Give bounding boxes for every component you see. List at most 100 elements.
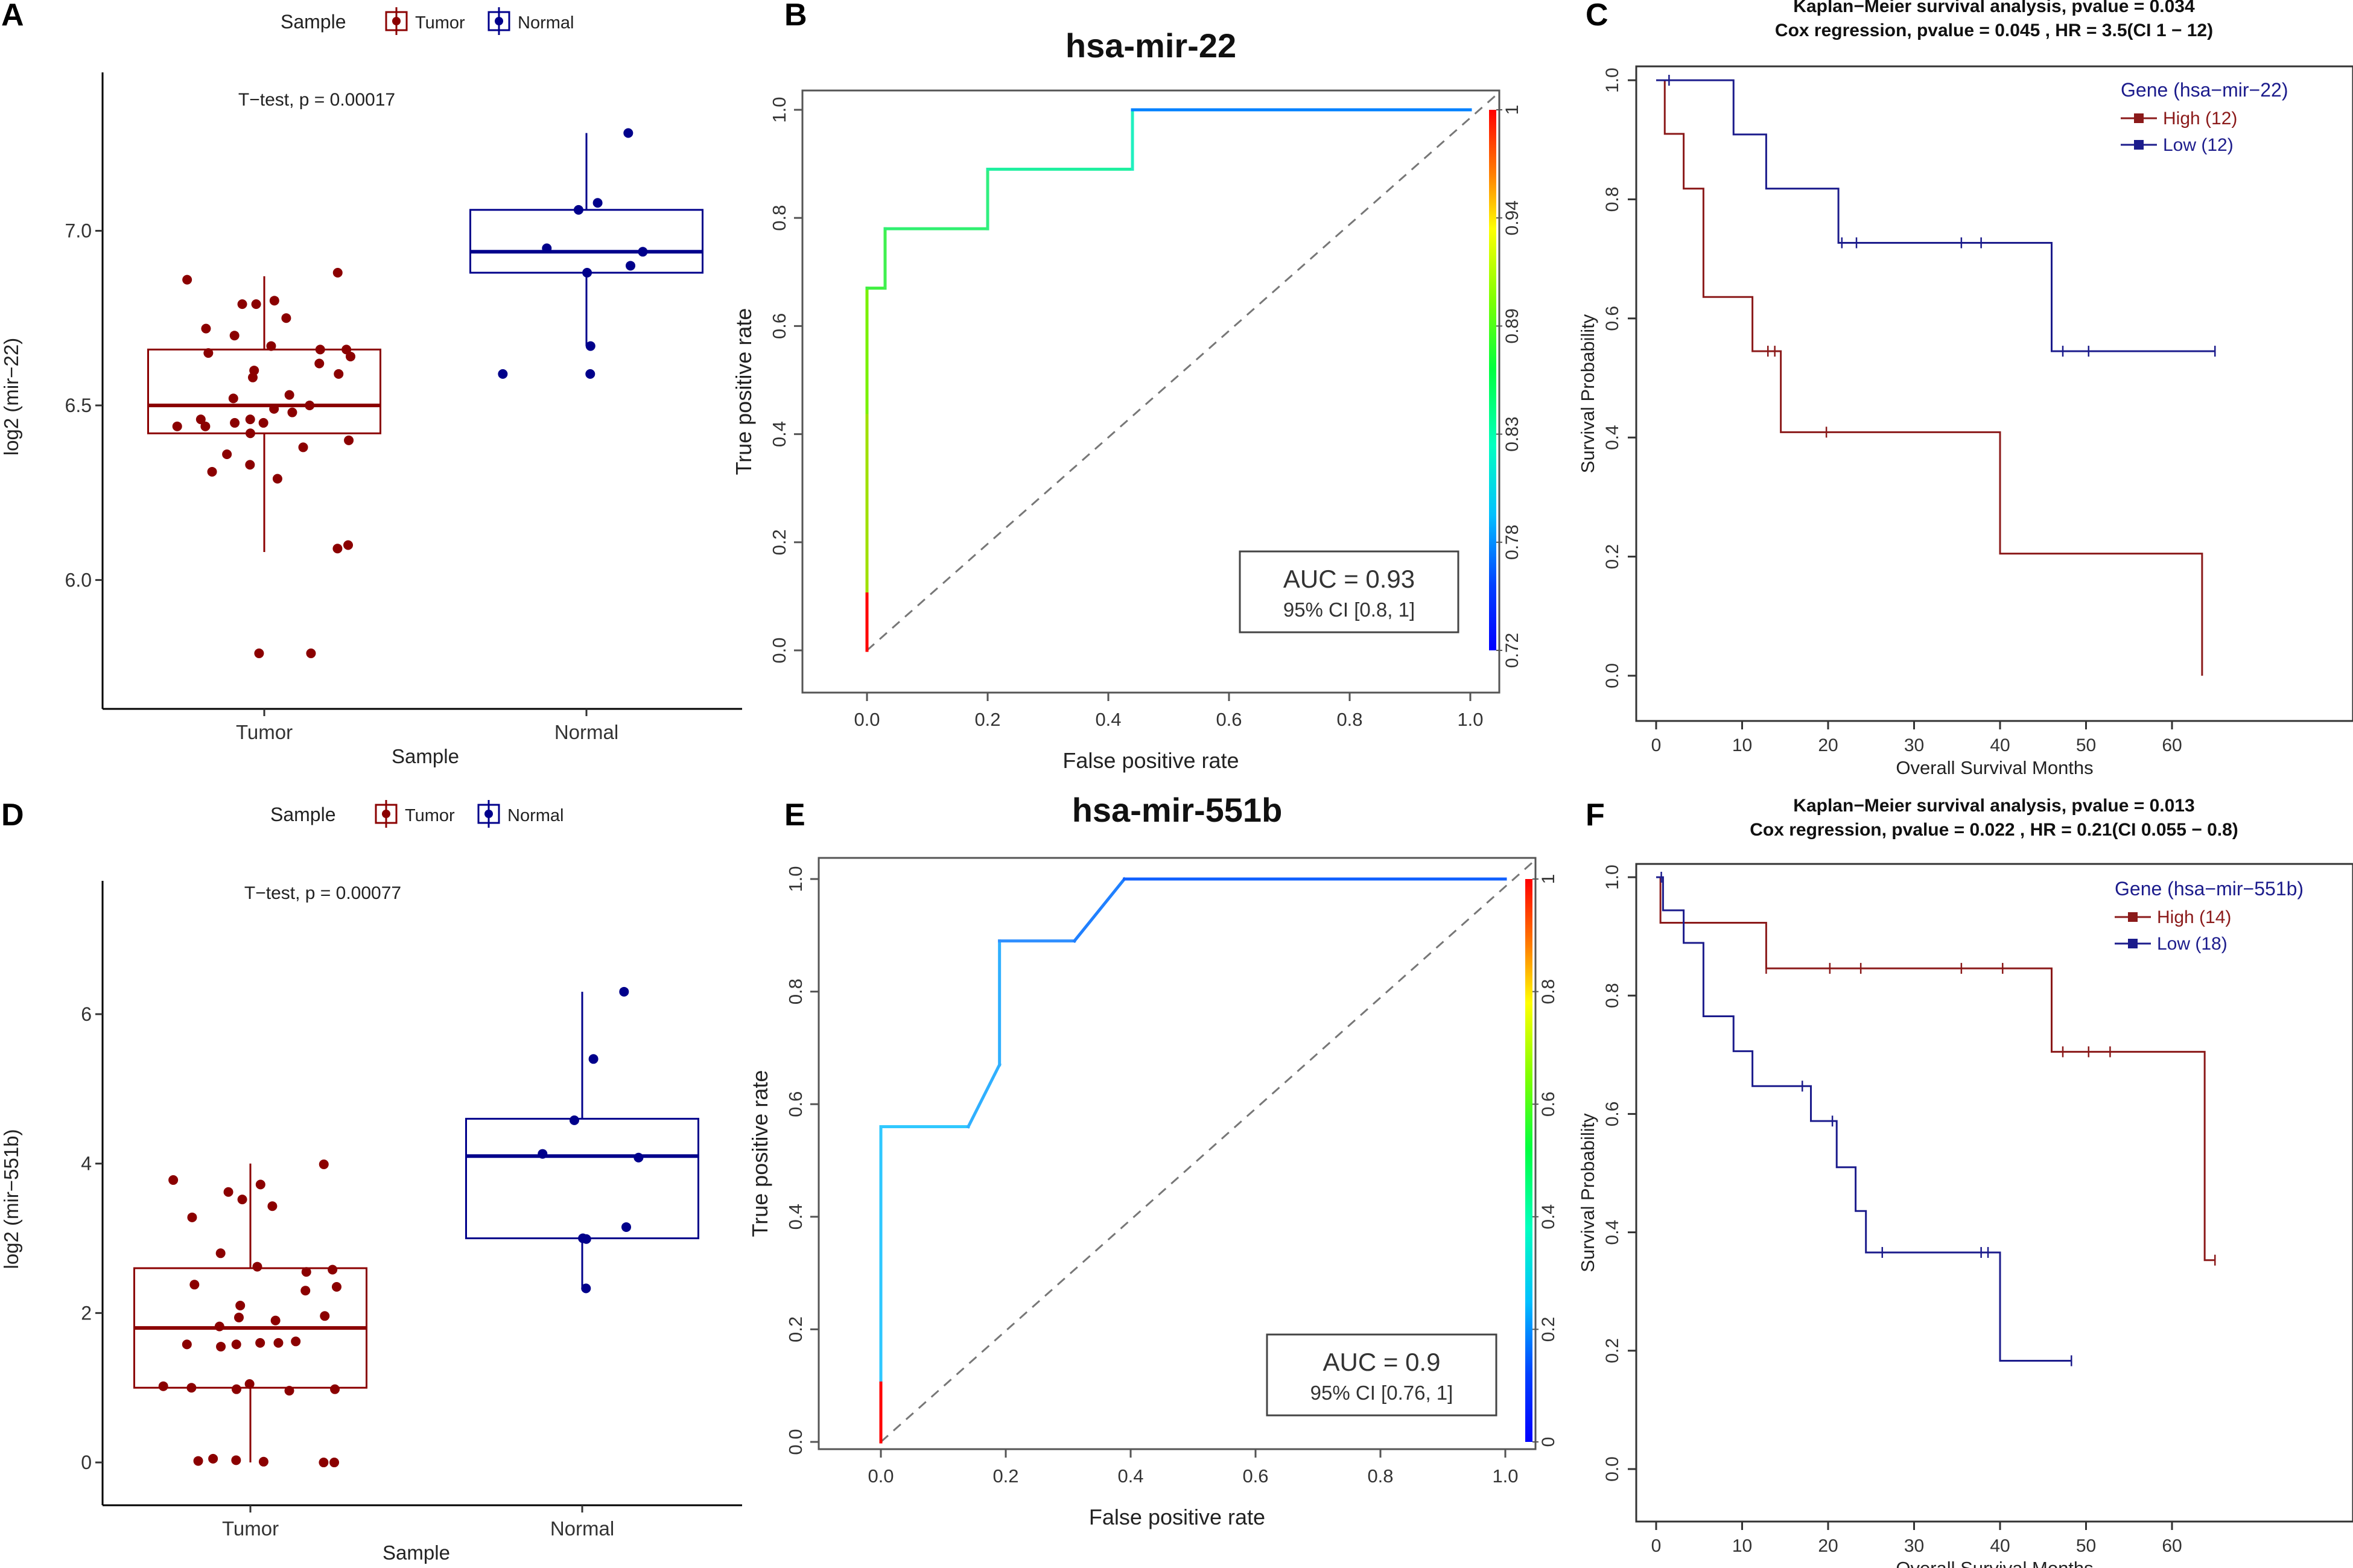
x-tick-label: 0.8 — [1367, 1465, 1393, 1487]
km-curve-low — [1656, 79, 2215, 352]
data-point — [332, 544, 343, 554]
data-point — [258, 417, 268, 428]
data-point — [172, 421, 182, 431]
y-tick-label: 0.4 — [1602, 1220, 1622, 1245]
data-point — [237, 299, 247, 309]
data-point — [237, 1195, 247, 1205]
x-tick-label: 0 — [1651, 735, 1662, 755]
data-point — [231, 1455, 241, 1465]
plot-frame — [1635, 65, 2353, 722]
y-tick-label: 0.6 — [1602, 1102, 1622, 1127]
panel-label-D: D — [1, 798, 24, 833]
km-panel-C: Kaplan−Meier survival analysis, pvalue =… — [1577, 0, 2353, 778]
colorbar — [1525, 879, 1532, 1442]
plot-frame — [801, 89, 1500, 694]
data-point — [592, 198, 603, 208]
data-point — [195, 414, 206, 425]
x-axis-label: Sample — [392, 745, 459, 767]
data-point — [168, 1175, 179, 1185]
colorbar-label: 1 — [1502, 105, 1522, 115]
y-tick-label: 0.6 — [1602, 306, 1622, 331]
data-point — [588, 1054, 599, 1064]
data-point — [315, 344, 325, 355]
colorbar-label: 0.2 — [1539, 1317, 1558, 1342]
y-tick-label: 0.8 — [785, 979, 806, 1005]
km-legend-title: Gene (hsa−mir−22) — [2121, 79, 2288, 101]
data-point — [269, 404, 279, 414]
data-point — [200, 421, 211, 431]
x-tick-label: 30 — [1904, 1536, 1924, 1556]
auc-ci: 95% CI [0.76, 1] — [1310, 1382, 1453, 1404]
x-tick-label-tumor: Tumor — [236, 721, 293, 743]
x-tick-label: 0.4 — [1117, 1465, 1143, 1487]
x-tick-label: 40 — [1990, 735, 2010, 755]
data-point — [235, 1300, 246, 1310]
km-panel-F: Kaplan−Meier survival analysis, pvalue =… — [1577, 796, 2353, 1568]
x-tick-label: 40 — [1990, 1536, 2010, 1556]
km-curve-high — [1656, 79, 2203, 676]
roc-title: hsa-mir-551b — [1072, 791, 1283, 829]
x-tick-label: 50 — [2076, 1536, 2096, 1556]
data-point — [272, 474, 282, 484]
data-point — [254, 648, 264, 658]
legend-label-normal: Normal — [507, 806, 564, 825]
data-point — [222, 449, 232, 459]
data-point — [623, 128, 634, 138]
y-tick-label: 2 — [81, 1302, 92, 1324]
data-point — [266, 341, 276, 351]
colorbar-label: 1 — [1539, 874, 1558, 884]
colorbar-label: 0.89 — [1502, 308, 1522, 343]
km-legend-marker — [2134, 113, 2144, 123]
legend-title: Sample — [270, 804, 336, 825]
legend-key-point — [382, 810, 390, 818]
data-point — [281, 313, 291, 323]
roc-curve-segment — [966, 1062, 1002, 1129]
data-point — [258, 1456, 268, 1467]
y-tick-label: 0 — [81, 1452, 92, 1473]
km-curve-low — [1656, 876, 2072, 1362]
x-tick-label: 1.0 — [1492, 1465, 1518, 1487]
km-legend-title: Gene (hsa−mir−551b) — [2115, 878, 2304, 900]
x-axis-label: False positive rate — [1062, 748, 1239, 773]
data-point — [626, 261, 636, 271]
y-tick-label: 0.8 — [769, 205, 790, 231]
x-tick-label: 0.2 — [992, 1465, 1018, 1487]
cox-title: Cox regression, pvalue = 0.045 , HR = 3.… — [1775, 21, 2213, 40]
data-point — [231, 1384, 241, 1394]
colorbar — [1489, 110, 1496, 650]
x-tick-label: 60 — [2162, 735, 2182, 755]
y-tick-label: 0.4 — [769, 421, 790, 447]
y-axis-label: Survival Probability — [1577, 1113, 1598, 1272]
data-point — [319, 1159, 329, 1169]
data-point — [214, 1321, 224, 1332]
chance-diagonal — [866, 91, 1500, 652]
data-point — [328, 1265, 338, 1275]
y-tick-label: 0.8 — [1602, 983, 1622, 1008]
km-curve-high — [1656, 876, 2215, 1262]
y-tick-label: 1.0 — [1602, 865, 1622, 890]
data-point — [344, 435, 354, 445]
y-tick-label: 0.0 — [1602, 663, 1622, 688]
y-tick-label: 0.6 — [785, 1091, 806, 1117]
legend-label-tumor: Tumor — [405, 806, 455, 825]
data-point — [207, 466, 217, 477]
data-point — [306, 648, 316, 658]
km-legend-marker — [2128, 939, 2138, 948]
box-normal — [465, 1117, 699, 1240]
data-point — [573, 205, 583, 215]
data-point — [287, 407, 297, 417]
data-point — [585, 369, 595, 379]
y-axis-label: Survival Probability — [1577, 314, 1598, 473]
data-point — [267, 1201, 278, 1211]
roc-panel-B: hsa-mir-22 0.0 0.0 0.2 0.2 0.4 0.4 0.6 0.6 0.8 0.8… — [731, 27, 1522, 773]
x-tick-label: 50 — [2076, 735, 2096, 755]
y-tick-label: 6.5 — [65, 395, 92, 416]
y-tick-label: 0.8 — [1602, 187, 1622, 212]
y-tick-label: 6 — [81, 1003, 92, 1025]
data-point — [230, 417, 240, 428]
x-tick-label: 0.0 — [868, 1465, 894, 1487]
data-point — [223, 1187, 233, 1197]
cox-title: Cox regression, pvalue = 0.022 , HR = 0.… — [1750, 820, 2238, 840]
data-point — [345, 351, 355, 361]
data-point — [203, 348, 214, 358]
